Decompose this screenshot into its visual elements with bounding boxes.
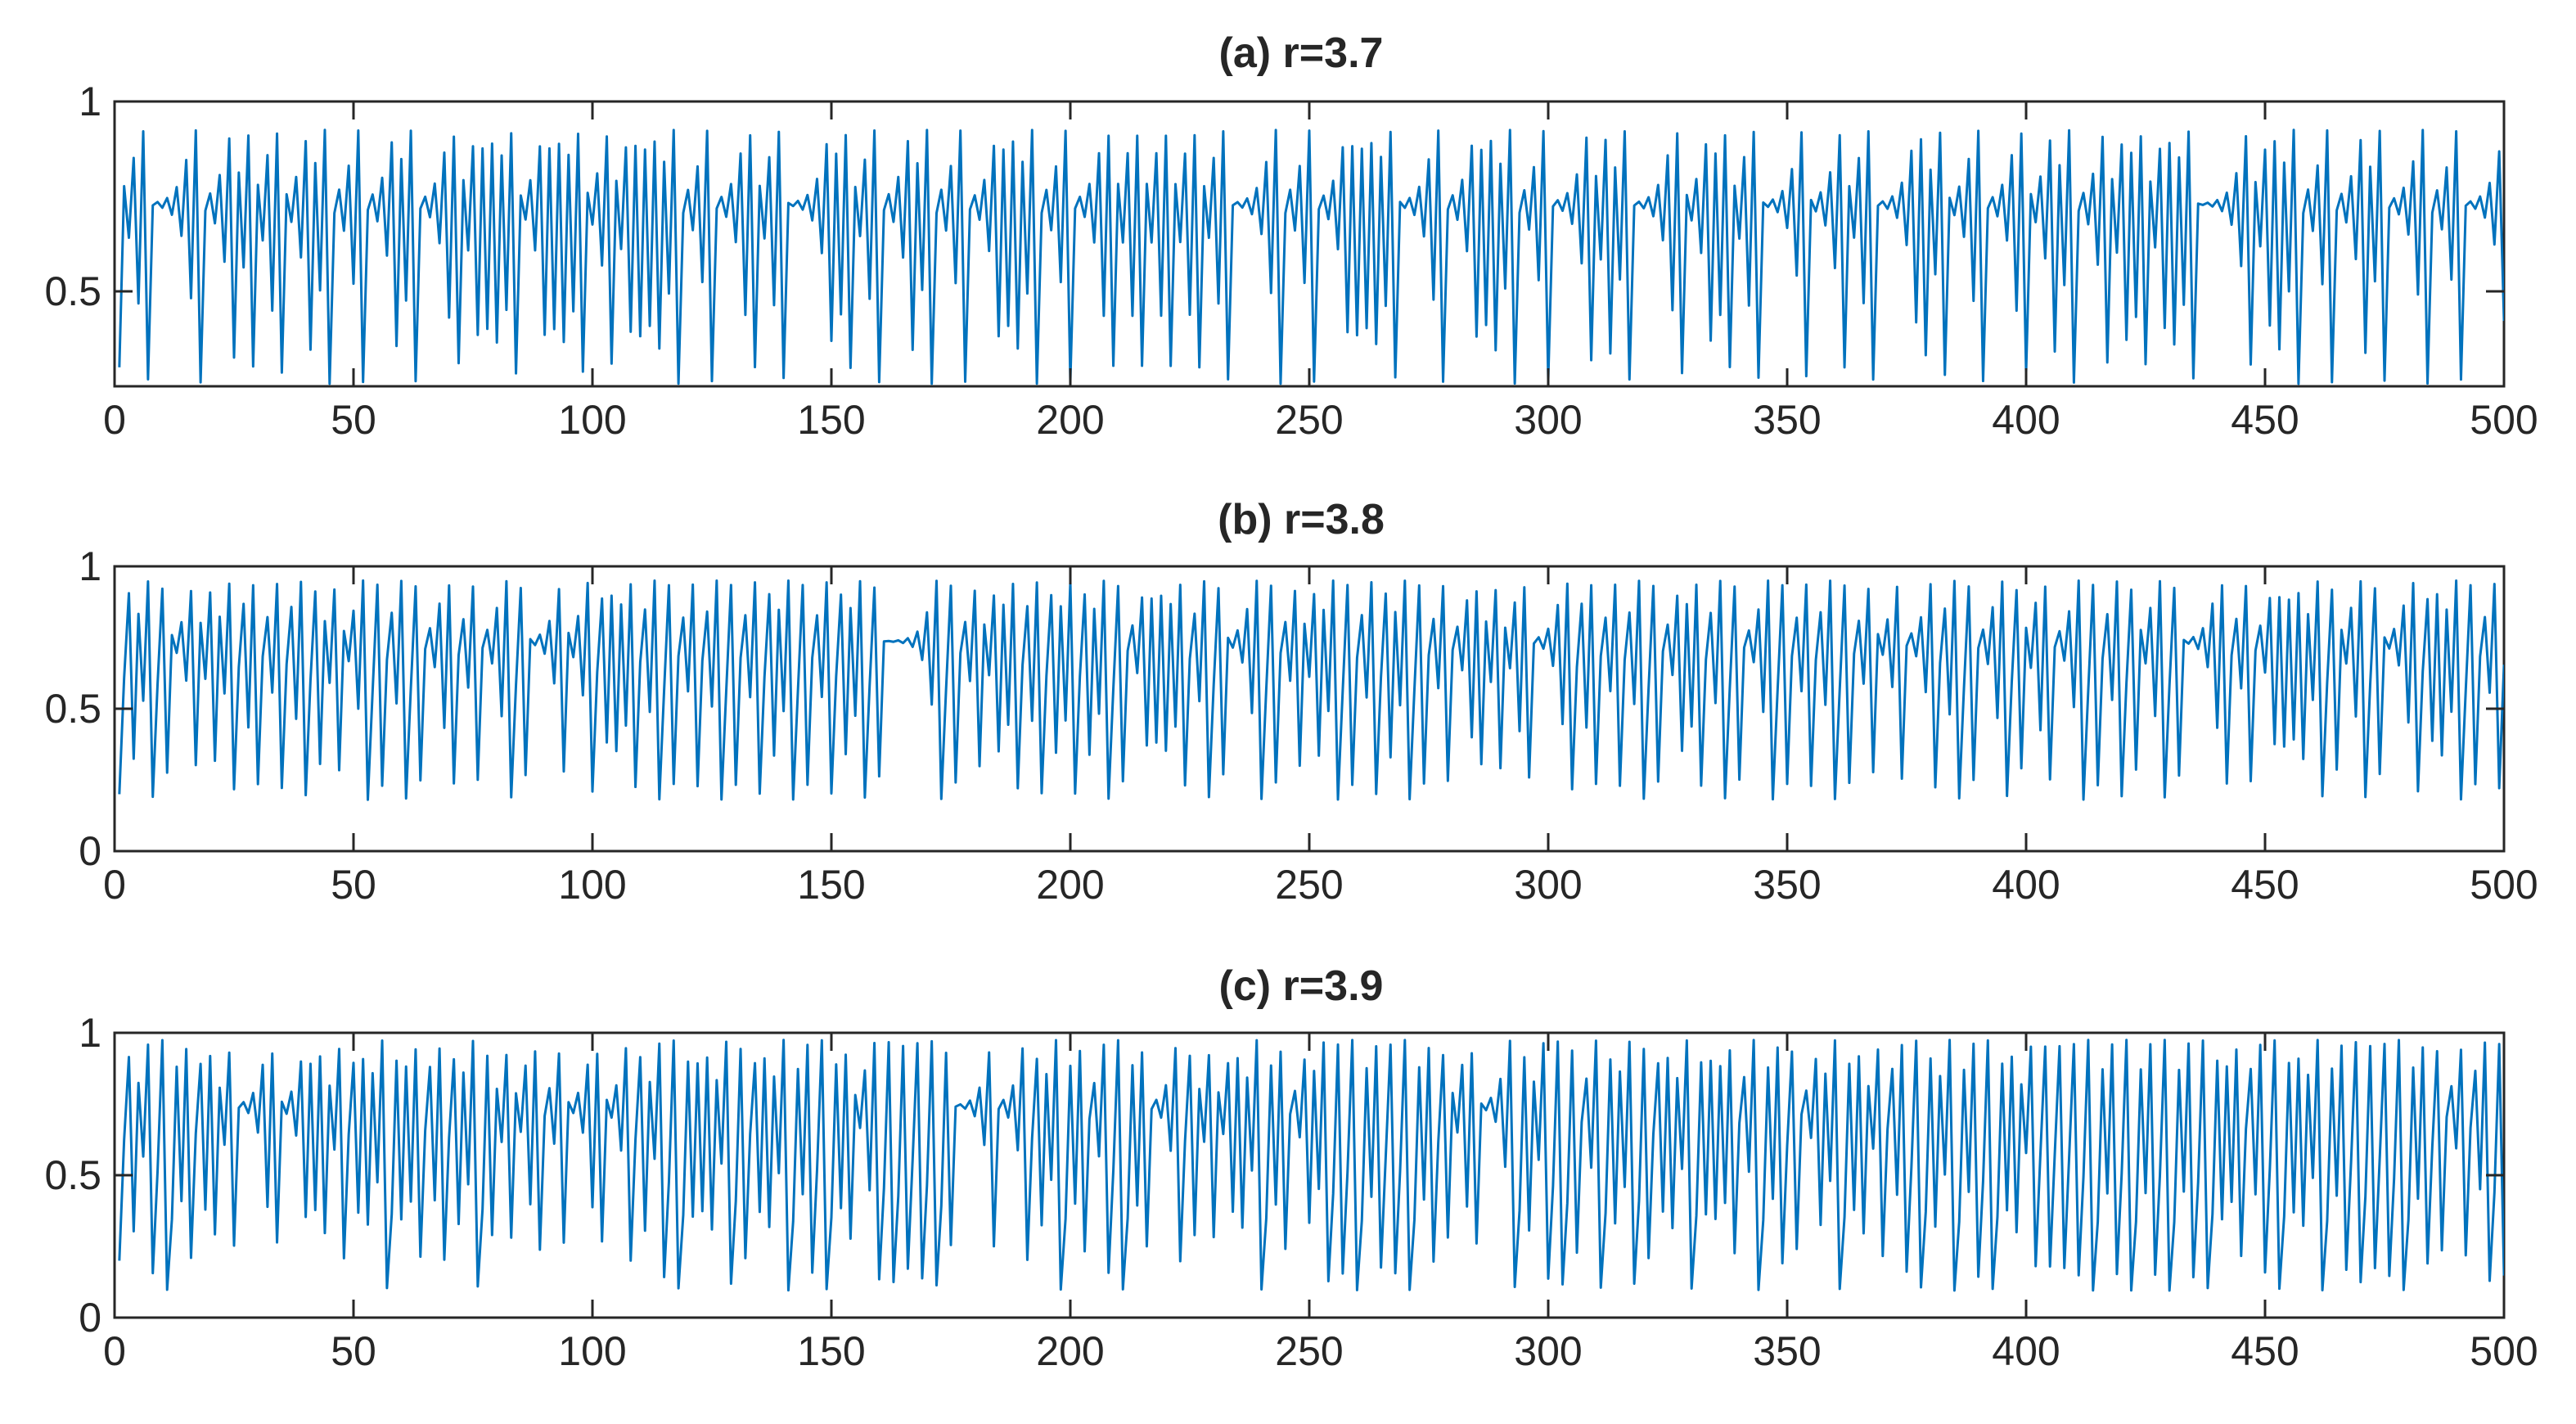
x-tick-label: 50 (331, 397, 376, 443)
x-tick-label: 500 (2470, 1328, 2538, 1374)
x-tick-label: 100 (558, 1328, 626, 1374)
x-tick-label: 350 (1753, 862, 1821, 908)
x-tick-label: 450 (2231, 862, 2299, 908)
x-tick-label: 500 (2470, 397, 2538, 443)
x-tick-label: 250 (1275, 862, 1343, 908)
x-tick-label: 250 (1275, 397, 1343, 443)
subplot-a-ticks: 0 50 100 150 200 250 300 350 400 450 500 0.5 1 (44, 79, 2538, 443)
subplot-a-series-line (118, 128, 2504, 385)
subplot-c-ticks: 0 50 100 150 200 250 300 350 400 450 500 0 0.5 1 (44, 1010, 2538, 1374)
x-tick-label: 400 (1992, 862, 2060, 908)
x-tick-label: 450 (2231, 397, 2299, 443)
y-tick-label: 1 (79, 1010, 101, 1056)
y-tick-label: 0.5 (44, 268, 101, 314)
subplot-b-series-line (118, 579, 2504, 801)
subplot-b-title: (b) r=3.8 (1218, 496, 1385, 543)
y-tick-label: 1 (79, 543, 101, 589)
subplot-a-series (118, 128, 2504, 385)
x-tick-label: 300 (1514, 862, 1582, 908)
x-tick-label: 100 (558, 397, 626, 443)
x-tick-label: 200 (1036, 397, 1104, 443)
x-tick-label: 150 (797, 862, 865, 908)
y-tick-label: 0.5 (44, 1152, 101, 1198)
y-tick-label: 1 (79, 79, 101, 124)
subplot-a: (a) r=3.7 0 50 100 150 200 250 300 350 400 450 500… (44, 29, 2538, 443)
x-tick-label: 350 (1753, 1328, 1821, 1374)
y-tick-label: 0 (79, 828, 101, 874)
subplot-b-ticks: 0 50 100 150 200 250 300 350 400 450 500 0 0.5 1 (44, 543, 2538, 908)
x-tick-label: 350 (1753, 397, 1821, 443)
x-tick-label: 400 (1992, 1328, 2060, 1374)
x-tick-label: 300 (1514, 397, 1582, 443)
subplot-c-title: (c) r=3.9 (1219, 962, 1384, 1010)
subplot-b: (b) r=3.8 0 50 100 150 200 250 300 350 400 450 500… (44, 496, 2538, 908)
x-tick-label: 250 (1275, 1328, 1343, 1374)
x-tick-label: 150 (797, 1328, 865, 1374)
subplot-b-series (118, 579, 2504, 801)
x-tick-label: 150 (797, 397, 865, 443)
x-tick-label: 0 (103, 1328, 126, 1374)
subplot-a-title: (a) r=3.7 (1219, 29, 1384, 77)
x-tick-label: 0 (103, 397, 126, 443)
x-tick-label: 0 (103, 862, 126, 908)
y-tick-label: 0.5 (44, 686, 101, 732)
x-tick-label: 50 (331, 862, 376, 908)
x-tick-label: 100 (558, 862, 626, 908)
x-tick-label: 500 (2470, 862, 2538, 908)
x-tick-label: 450 (2231, 1328, 2299, 1374)
x-tick-label: 50 (331, 1328, 376, 1374)
x-tick-label: 200 (1036, 862, 1104, 908)
x-tick-label: 300 (1514, 1328, 1582, 1374)
subplot-c: (c) r=3.9 0 50 100 150 200 250 300 350 400 450 500… (44, 962, 2538, 1374)
subplot-c-series (118, 1039, 2504, 1292)
x-tick-label: 400 (1992, 397, 2060, 443)
y-tick-label: 0 (79, 1295, 101, 1341)
subplot-c-series-line (118, 1039, 2504, 1292)
x-tick-label: 200 (1036, 1328, 1104, 1374)
